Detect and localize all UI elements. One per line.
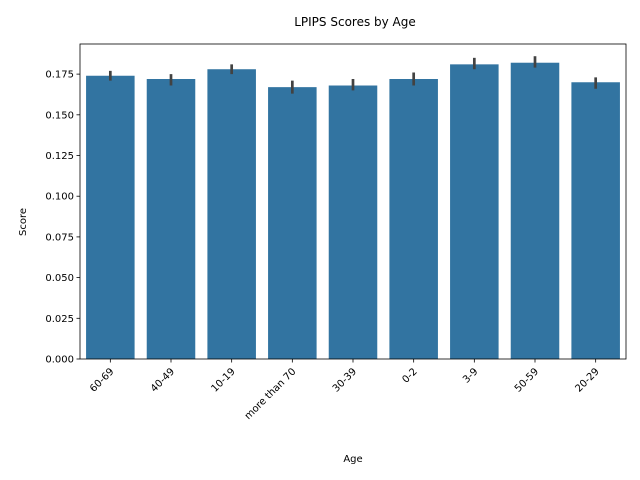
chart-title: LPIPS Scores by Age xyxy=(294,15,416,29)
bar xyxy=(389,79,438,359)
x-tick-label: 40-49 xyxy=(149,366,177,394)
y-tick-label: 0.150 xyxy=(45,110,74,121)
x-tick-label: 60-69 xyxy=(88,366,116,394)
bar xyxy=(328,85,378,359)
bar xyxy=(146,79,196,359)
plot-frame xyxy=(79,43,627,360)
y-tick-label: 0.075 xyxy=(45,232,74,243)
y-axis-label: Score xyxy=(18,208,29,236)
bar xyxy=(207,69,256,360)
bar xyxy=(571,82,620,360)
x-axis: 60-69 40-49 10-19 more than 70 30-39 0-2 3-9 50… xyxy=(88,359,602,422)
y-tick-label: 0.125 xyxy=(45,151,74,162)
bar xyxy=(450,64,499,359)
y-tick-label: 0.050 xyxy=(45,273,74,284)
x-tick-label: more than 70 xyxy=(243,366,299,422)
x-tick-label: 3-9 xyxy=(461,366,480,385)
bar xyxy=(268,87,317,360)
y-tick-label: 0.025 xyxy=(45,314,74,325)
error-bars-group xyxy=(108,56,598,94)
x-axis-label: Age xyxy=(343,454,362,465)
y-tick-label: 0.175 xyxy=(45,70,74,81)
plot-border xyxy=(79,43,627,360)
bar xyxy=(86,75,135,359)
x-tick-label: 50-59 xyxy=(513,366,541,394)
bar xyxy=(510,62,560,359)
x-tick-label: 30-39 xyxy=(331,366,359,394)
y-tick-label: 0.000 xyxy=(45,355,74,366)
x-tick-label: 10-19 xyxy=(209,366,237,394)
y-axis: 0.000 0.025 0.050 0.075 0.100 0.125 0.150 0.175 xyxy=(45,70,80,366)
x-tick-label: 20-29 xyxy=(573,366,601,394)
bars-group xyxy=(86,62,620,360)
x-tick-label: 0-2 xyxy=(400,366,419,385)
y-tick-label: 0.100 xyxy=(45,192,74,203)
